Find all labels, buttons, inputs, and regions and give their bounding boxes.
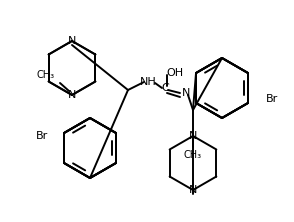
Text: NH: NH [140,77,156,87]
Text: Br: Br [266,94,278,104]
Text: OH: OH [166,68,183,78]
Text: CH₃: CH₃ [37,70,55,80]
Text: N: N [68,90,76,100]
Text: C: C [161,83,169,93]
Text: N: N [68,36,76,46]
Text: N: N [182,88,190,98]
Text: CH₃: CH₃ [184,150,202,160]
Text: N: N [189,131,197,141]
Text: Br: Br [36,131,48,141]
Text: N: N [189,185,197,195]
